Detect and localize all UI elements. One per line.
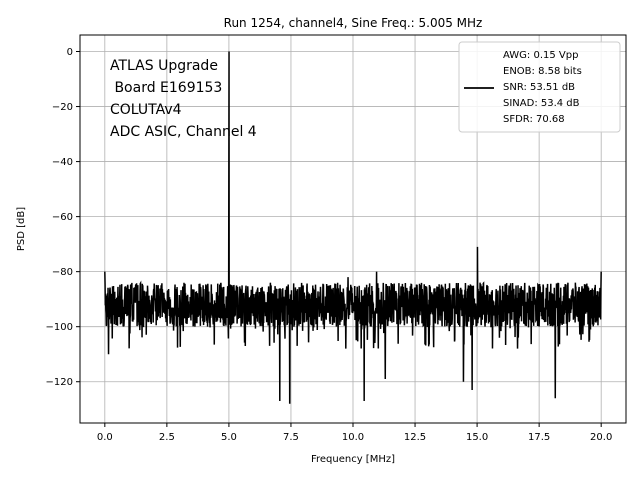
x-tick-label: 5.0: [221, 432, 237, 443]
x-tick-label: 12.5: [404, 432, 426, 443]
y-tick-label: −60: [52, 212, 73, 223]
annotation-line: ADC ASIC, Channel 4: [110, 124, 257, 140]
psd-series-line: [104, 51, 602, 404]
legend-entry-line: SINAD: 53.4 dB: [503, 98, 580, 109]
y-axis-label: PSD [dB]: [16, 207, 27, 251]
x-axis-ticks: 0.0 2.5 5.0 7.5 10.0 12.5 15.0 17.5 20.0: [97, 423, 612, 443]
x-tick-label: 7.5: [283, 432, 299, 443]
x-tick-label: 17.5: [528, 432, 550, 443]
legend-entry-line: SFDR: 70.68: [503, 114, 565, 125]
annotation-block: ATLAS Upgrade Board E169153 COLUTAv4 ADC…: [110, 58, 257, 140]
x-tick-label: 20.0: [590, 432, 612, 443]
y-tick-label: −120: [46, 377, 73, 388]
y-tick-label: −40: [52, 157, 73, 168]
x-tick-label: 10.0: [342, 432, 364, 443]
y-tick-label: 0: [67, 47, 73, 58]
chart-title: Run 1254, channel4, Sine Freq.: 5.005 MH…: [224, 16, 483, 30]
legend-entry-line: SNR: 53.51 dB: [503, 82, 575, 93]
y-tick-label: −100: [46, 322, 73, 333]
annotation-line: Board E169153: [110, 80, 222, 96]
annotation-line: ATLAS Upgrade: [110, 58, 218, 74]
x-tick-label: 15.0: [466, 432, 488, 443]
y-axis-ticks: 0 −20 −40 −60 −80 −100 −120: [46, 47, 80, 388]
legend-entry-line: ENOB: 8.58 bits: [503, 66, 582, 77]
annotation-line: COLUTAv4: [110, 102, 182, 118]
legend: AWG: 0.15 Vpp ENOB: 8.58 bits SNR: 53.51…: [458, 41, 621, 133]
legend-box: [458, 41, 621, 133]
x-tick-label: 2.5: [159, 432, 175, 443]
x-axis-label: Frequency [MHz]: [311, 454, 395, 465]
y-tick-label: −80: [52, 267, 73, 278]
x-tick-label: 0.0: [97, 432, 113, 443]
legend-entry-line: AWG: 0.15 Vpp: [503, 50, 578, 61]
y-tick-label: −20: [52, 102, 73, 113]
